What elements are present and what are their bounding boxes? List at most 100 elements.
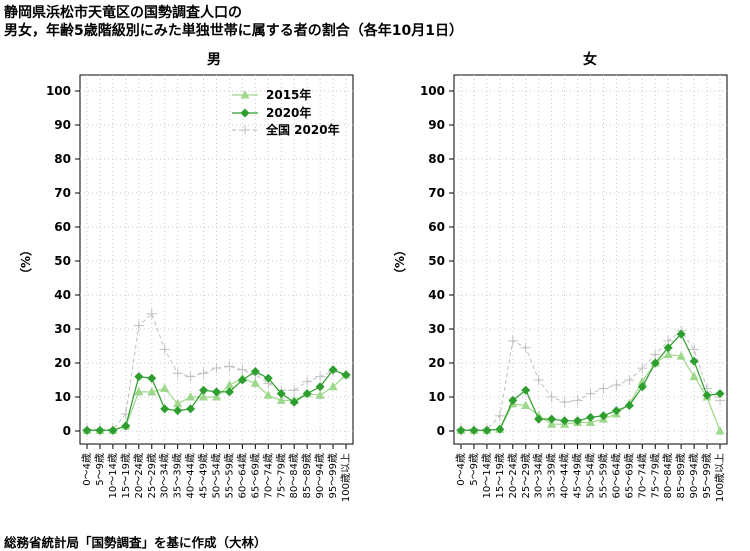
data-point-2020 <box>689 356 699 366</box>
x-tick-label: 75～79歳 <box>275 453 287 498</box>
data-point-national-2020 <box>585 388 596 399</box>
data-point-2020 <box>289 397 299 407</box>
y-tick-label: 100 <box>46 84 71 98</box>
data-point-national-2020 <box>533 375 544 385</box>
data-point-2020 <box>263 373 273 383</box>
legend-marker-2015 <box>240 90 250 99</box>
data-point-2020 <box>276 389 286 399</box>
x-tick-label: 45～49歳 <box>572 453 584 498</box>
y-tick-label: 0 <box>63 424 71 438</box>
data-point-2015 <box>134 386 144 396</box>
legend-label: 2020年 <box>266 105 311 120</box>
data-point-2020 <box>560 416 570 426</box>
x-tick-label: 40～44歳 <box>185 453 197 498</box>
panel-title: 女 <box>583 51 597 68</box>
data-point-2020 <box>598 411 608 421</box>
data-point-2020 <box>147 373 157 383</box>
data-point-2020 <box>237 375 247 385</box>
data-point-national-2020 <box>159 344 170 355</box>
data-point-2020 <box>341 370 351 380</box>
data-point-2015 <box>199 392 209 401</box>
data-point-2015 <box>147 386 157 396</box>
data-point-2020 <box>663 343 673 353</box>
data-point-2020 <box>328 365 338 375</box>
y-tick-label: 30 <box>54 322 71 336</box>
x-tick-label: 15～19歳 <box>120 453 132 498</box>
data-point-2020 <box>108 425 118 435</box>
y-tick-label: 60 <box>54 220 71 234</box>
y-tick-label: 90 <box>428 118 445 132</box>
y-tick-label: 10 <box>54 390 71 404</box>
data-point-2020 <box>611 406 621 416</box>
data-point-2020 <box>637 382 647 392</box>
data-point-2020 <box>82 425 92 435</box>
data-point-2020 <box>212 387 221 397</box>
data-point-national-2020 <box>637 363 648 374</box>
data-point-2015 <box>328 381 338 391</box>
data-point-national-2020 <box>198 368 209 379</box>
data-point-national-2020 <box>507 335 518 346</box>
data-point-national-2020 <box>185 371 196 382</box>
y-tick-label: 20 <box>54 356 71 370</box>
x-tick-label: 50～54歳 <box>585 453 597 498</box>
data-point-national-2020 <box>146 308 157 319</box>
data-point-national-2020 <box>598 383 609 394</box>
x-tick-label: 5～9歳 <box>468 453 480 486</box>
data-point-national-2020 <box>689 344 700 355</box>
x-tick-label: 50～54歳 <box>211 453 223 498</box>
x-tick-label: 70～74歳 <box>262 453 274 498</box>
data-point-national-2020 <box>289 385 300 396</box>
data-point-2020 <box>134 372 144 382</box>
x-tick-label: 90～94歳 <box>688 453 700 498</box>
x-tick-label: 90～94歳 <box>314 453 326 498</box>
x-tick-label: 15～19歳 <box>494 453 506 498</box>
data-point-2015 <box>186 392 196 401</box>
legend-marker-2020 <box>240 108 250 118</box>
data-point-2020 <box>456 425 466 435</box>
x-tick-label: 55～59歳 <box>223 453 235 498</box>
data-point-2020 <box>715 389 725 399</box>
y-tick-label: 60 <box>428 220 445 234</box>
data-point-2020 <box>302 389 312 399</box>
data-point-2020 <box>547 414 557 424</box>
data-point-2015 <box>276 395 286 404</box>
data-point-2015 <box>160 383 170 392</box>
y-tick-label: 90 <box>54 118 71 132</box>
data-point-2020 <box>624 401 634 410</box>
y-tick-label: 30 <box>428 322 445 336</box>
x-tick-label: 40～44歳 <box>559 453 571 498</box>
data-point-2020 <box>573 416 583 426</box>
data-point-national-2020 <box>302 376 313 387</box>
data-point-2020 <box>469 425 479 435</box>
x-tick-label: 0～4歳 <box>81 453 93 486</box>
data-point-national-2020 <box>624 375 635 385</box>
data-point-national-2020 <box>494 410 505 421</box>
data-point-2020 <box>186 404 196 414</box>
data-point-2015 <box>250 378 260 387</box>
x-tick-label: 65～69歳 <box>249 453 261 498</box>
data-point-2015 <box>689 371 699 381</box>
x-tick-label: 80～84歳 <box>662 453 674 498</box>
x-tick-label: 100歳以上 <box>714 453 726 502</box>
data-point-2020 <box>508 395 518 405</box>
data-point-national-2020 <box>546 392 557 402</box>
data-point-2015 <box>224 380 234 389</box>
data-point-2020 <box>650 358 660 368</box>
x-tick-label: 10～14歳 <box>481 453 493 498</box>
y-tick-label: 100 <box>420 84 445 98</box>
data-point-2015 <box>715 426 725 435</box>
x-tick-label: 70～74歳 <box>636 453 648 498</box>
y-tick-label: 40 <box>428 288 445 302</box>
data-point-2020 <box>482 425 492 435</box>
data-point-national-2020 <box>315 371 326 382</box>
data-point-2020 <box>521 385 531 395</box>
y-tick-label: 20 <box>428 356 445 370</box>
data-point-national-2020 <box>572 395 583 406</box>
data-point-national-2020 <box>172 368 183 379</box>
legend-label: 2015年 <box>266 87 311 102</box>
data-point-national-2020 <box>650 349 661 360</box>
data-point-2015 <box>663 349 673 358</box>
x-tick-label: 5～9歳 <box>94 453 106 486</box>
x-tick-label: 75～79歳 <box>649 453 661 498</box>
data-point-2015 <box>263 390 273 399</box>
